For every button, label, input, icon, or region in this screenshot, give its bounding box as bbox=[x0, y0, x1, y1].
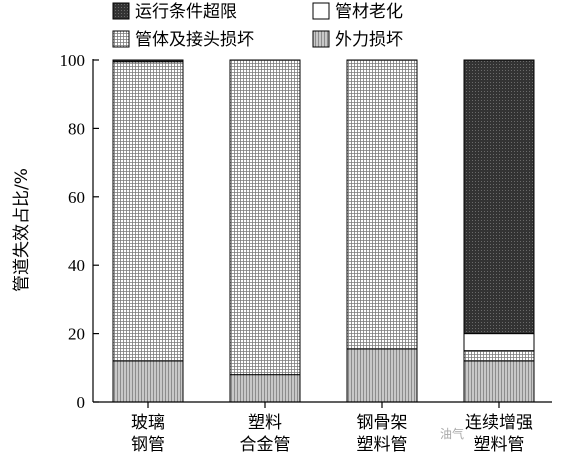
bar-segment-3-1 bbox=[346, 348, 418, 403]
category-label-line2-4: 塑料管 bbox=[474, 435, 525, 455]
bar-segment-4-2 bbox=[463, 350, 535, 362]
bar-segment-1-1 bbox=[112, 360, 184, 403]
bar-segment-4-1 bbox=[463, 360, 535, 403]
category-label-line1-1: 玻璃 bbox=[131, 413, 165, 433]
legend-label-2: 管材老化 bbox=[335, 2, 403, 22]
legend-swatch-1 bbox=[112, 2, 130, 20]
bar-segment-2-2 bbox=[229, 59, 301, 376]
y-tick-label-60: 60 bbox=[68, 188, 85, 207]
y-axis-label: 管道失效占比/% bbox=[12, 168, 32, 292]
legend-swatch-4 bbox=[312, 30, 330, 48]
category-label-line2-1: 钢管 bbox=[131, 435, 165, 455]
y-tick-label-100: 100 bbox=[60, 51, 86, 70]
category-label-line1-3: 钢骨架 bbox=[357, 413, 408, 433]
legend-label-4: 外力损坏 bbox=[335, 30, 403, 50]
bar-segment-3-2 bbox=[346, 59, 418, 350]
bar-segment-1-2 bbox=[112, 61, 184, 362]
y-tick-label-0: 0 bbox=[77, 393, 86, 412]
legend-swatch-2 bbox=[312, 2, 330, 20]
bar-segment-2-1 bbox=[229, 374, 301, 403]
y-tick-label-40: 40 bbox=[68, 256, 85, 275]
category-label-line1-4: 连续增强 bbox=[465, 413, 533, 433]
watermark-text: 油气 bbox=[440, 426, 464, 441]
category-label-line2-3: 塑料管 bbox=[357, 435, 408, 455]
legend-label-3: 管体及接头损坏 bbox=[135, 30, 254, 50]
bar-segment-4-3 bbox=[463, 333, 535, 352]
legend-swatch-3 bbox=[112, 30, 130, 48]
category-label-line1-2: 塑料 bbox=[248, 413, 282, 433]
bar-segment-4-4 bbox=[463, 59, 535, 335]
legend-label-1: 运行条件超限 bbox=[135, 2, 237, 22]
bar-segment-1-4 bbox=[112, 59, 184, 63]
y-tick-label-80: 80 bbox=[68, 119, 85, 138]
bars-layer bbox=[112, 59, 535, 403]
category-label-line2-2: 合金管 bbox=[240, 435, 291, 455]
y-tick-label-20: 20 bbox=[68, 325, 85, 344]
